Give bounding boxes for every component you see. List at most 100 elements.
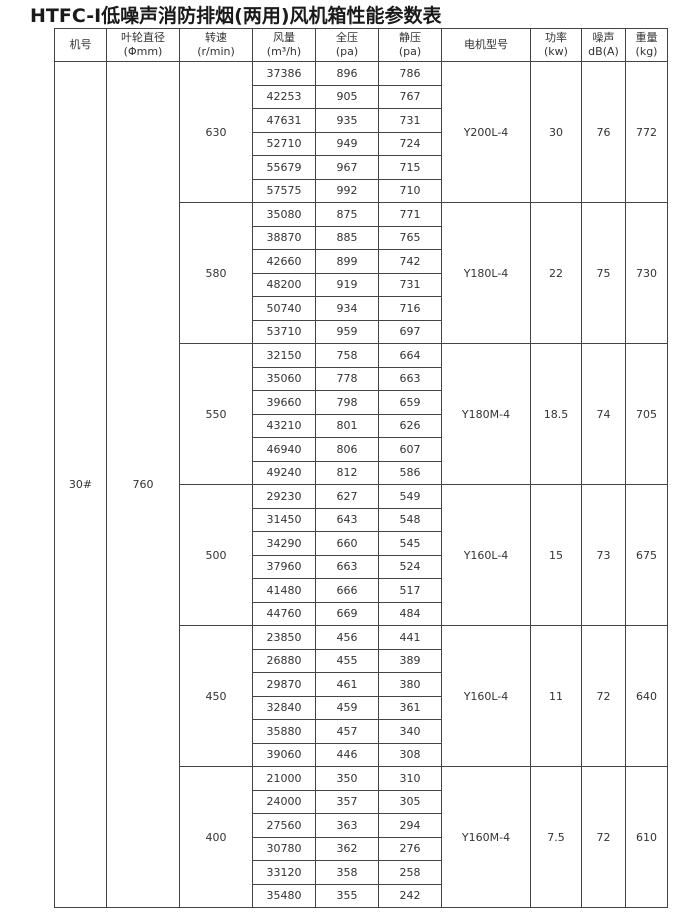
airflow-cell: 33120 (252, 860, 316, 885)
header-label: 转速 (205, 31, 227, 44)
airflow-cell: 24000 (252, 789, 316, 814)
total-pressure-cell: 459 (315, 695, 379, 720)
static-pressure-cell: 276 (378, 836, 442, 861)
table-row: 47631 935 731 (55, 108, 668, 133)
power-cell: 30 (530, 61, 582, 203)
header-label: 全压 (336, 31, 358, 44)
static-pressure-cell: 549 (378, 484, 442, 509)
performance-table: 机号 叶轮直径 (Φmm) 转速 (r/min) 风量 (m³/h) 全压 (pa) 静压 (pa)… (54, 28, 668, 908)
speed-cell: 500 (179, 484, 253, 626)
total-pressure-cell: 350 (315, 766, 379, 791)
total-pressure-cell: 627 (315, 484, 379, 509)
airflow-cell: 43210 (252, 413, 316, 438)
speed-cell: 630 (179, 61, 253, 203)
table-row: 46940 806 607 (55, 437, 668, 462)
table-row: 52710 949 724 (55, 131, 668, 156)
column-header: 功率 (kw) (530, 28, 582, 62)
column-header: 转速 (r/min) (179, 28, 253, 62)
motor-cell: Y200L-4 (441, 61, 531, 203)
static-pressure-cell: 242 (378, 883, 442, 908)
airflow-cell: 52710 (252, 131, 316, 156)
table-row: 42660 899 742 (55, 249, 668, 274)
table-row: 31450 643 548 (55, 507, 668, 532)
static-pressure-cell: 716 (378, 296, 442, 321)
static-pressure-cell: 258 (378, 860, 442, 885)
weight-cell: 640 (625, 625, 668, 767)
airflow-cell: 35480 (252, 883, 316, 908)
page-title: HTFC-Ⅰ低噪声消防排烟(两用)风机箱性能参数表 (30, 5, 442, 27)
table-row: 57575 992 710 (55, 178, 668, 203)
static-pressure-cell: 767 (378, 84, 442, 109)
static-pressure-cell: 308 (378, 742, 442, 767)
static-pressure-cell: 545 (378, 531, 442, 556)
power-cell: 15 (530, 484, 582, 626)
power-cell: 7.5 (530, 766, 582, 908)
airflow-cell: 41480 (252, 578, 316, 603)
table-row: 450 23850 456 441 Y160L-4 11 72 640 (55, 625, 668, 767)
total-pressure-cell: 806 (315, 437, 379, 462)
table-row: 33120 358 258 (55, 860, 668, 885)
table-row: 30780 362 276 (55, 836, 668, 861)
power-cell: 11 (530, 625, 582, 767)
total-pressure-cell: 798 (315, 390, 379, 415)
total-pressure-cell: 457 (315, 719, 379, 744)
airflow-cell: 35060 (252, 366, 316, 391)
table-row: 41480 666 517 (55, 578, 668, 603)
static-pressure-cell: 786 (378, 61, 442, 86)
table-row: 35060 778 663 (55, 366, 668, 391)
static-pressure-cell: 710 (378, 178, 442, 203)
static-pressure-cell: 310 (378, 766, 442, 791)
static-pressure-cell: 731 (378, 108, 442, 133)
airflow-cell: 27560 (252, 813, 316, 838)
airflow-cell: 53710 (252, 319, 316, 344)
airflow-cell: 35880 (252, 719, 316, 744)
total-pressure-cell: 992 (315, 178, 379, 203)
header-unit: (pa) (398, 45, 422, 58)
total-pressure-cell: 959 (315, 319, 379, 344)
noise-cell: 72 (581, 766, 626, 908)
total-pressure-cell: 896 (315, 61, 379, 86)
speed-cell: 450 (179, 625, 253, 767)
header-label: 电机型号 (464, 38, 508, 51)
header-unit: (kg) (635, 45, 658, 58)
total-pressure-cell: 812 (315, 460, 379, 485)
static-pressure-cell: 305 (378, 789, 442, 814)
column-header: 全压 (pa) (315, 28, 379, 62)
static-pressure-cell: 484 (378, 601, 442, 626)
airflow-cell: 37960 (252, 554, 316, 579)
motor-cell: Y160L-4 (441, 625, 531, 767)
static-pressure-cell: 441 (378, 625, 442, 650)
static-pressure-cell: 626 (378, 413, 442, 438)
static-pressure-cell: 731 (378, 272, 442, 297)
airflow-cell: 39060 (252, 742, 316, 767)
table-row: 580 35080 875 771 Y180L-4 22 75 730 (55, 202, 668, 344)
static-pressure-cell: 663 (378, 366, 442, 391)
total-pressure-cell: 455 (315, 648, 379, 673)
airflow-cell: 38870 (252, 225, 316, 250)
static-pressure-cell: 607 (378, 437, 442, 462)
total-pressure-cell: 355 (315, 883, 379, 908)
static-pressure-cell: 340 (378, 719, 442, 744)
column-header: 机号 (54, 28, 107, 62)
airflow-cell: 21000 (252, 766, 316, 791)
static-pressure-cell: 294 (378, 813, 442, 838)
static-pressure-cell: 548 (378, 507, 442, 532)
table-row: 29870 461 380 (55, 672, 668, 697)
total-pressure-cell: 362 (315, 836, 379, 861)
motor-cell: Y160L-4 (441, 484, 531, 626)
table-row: 38870 885 765 (55, 225, 668, 250)
table-row: 26880 455 389 (55, 648, 668, 673)
column-header: 重量 (kg) (625, 28, 668, 62)
column-header: 噪声 dB(A) (581, 28, 626, 62)
airflow-cell: 34290 (252, 531, 316, 556)
airflow-cell: 29230 (252, 484, 316, 509)
table-row: 27560 363 294 (55, 813, 668, 838)
airflow-cell: 31450 (252, 507, 316, 532)
total-pressure-cell: 660 (315, 531, 379, 556)
airflow-cell: 55679 (252, 155, 316, 180)
static-pressure-cell: 697 (378, 319, 442, 344)
table-row: 48200 919 731 (55, 272, 668, 297)
noise-cell: 74 (581, 343, 626, 485)
table-row: 37960 663 524 (55, 554, 668, 579)
noise-cell: 72 (581, 625, 626, 767)
